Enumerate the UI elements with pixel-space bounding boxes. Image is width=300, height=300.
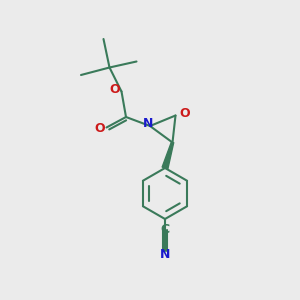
Text: N: N [143, 117, 154, 130]
Text: O: O [94, 122, 105, 136]
Text: O: O [180, 106, 190, 120]
Text: N: N [160, 248, 170, 262]
Text: O: O [110, 82, 120, 96]
Text: C: C [160, 223, 169, 236]
Polygon shape [162, 142, 174, 169]
